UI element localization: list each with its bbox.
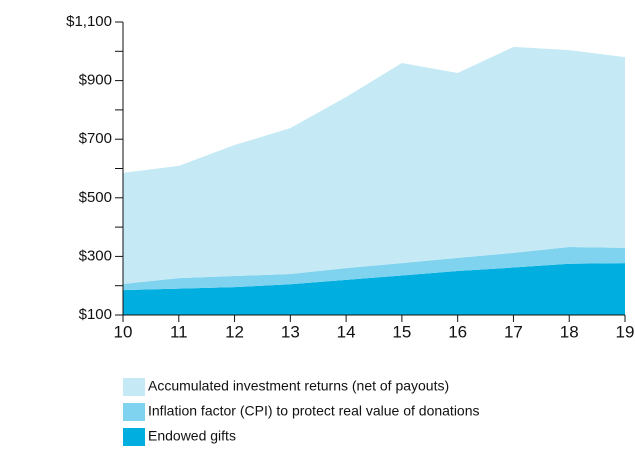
- legend-swatch: [123, 428, 145, 446]
- y-tick-label: $1,100: [66, 13, 112, 30]
- y-tick-label: $500: [79, 189, 112, 206]
- y-tick-label: $700: [79, 130, 112, 147]
- area: [123, 263, 625, 315]
- x-tick-label: 11: [170, 322, 188, 341]
- x-tick-label: 18: [560, 322, 579, 341]
- y-tick-label: $100: [79, 306, 112, 323]
- x-tick-label: 14: [337, 322, 356, 341]
- legend-label: Inflation factor (CPI) to protect real v…: [148, 403, 480, 419]
- legend-swatch: [123, 378, 145, 396]
- legend-label: Endowed gifts: [148, 428, 236, 444]
- area: [123, 46, 625, 284]
- legend-swatch: [123, 403, 145, 421]
- y-tick-label: $900: [79, 72, 112, 89]
- y-tick-label: $300: [79, 247, 112, 264]
- x-tick-label: 17: [504, 322, 523, 341]
- x-tick-label: 10: [114, 322, 133, 341]
- x-tick-label: 13: [281, 322, 300, 341]
- x-tick-label: 15: [392, 322, 411, 341]
- x-tick-label: 19: [616, 322, 635, 341]
- legend-label: Accumulated investment returns (net of p…: [148, 378, 449, 394]
- x-tick-label: 12: [225, 322, 244, 341]
- area: [123, 247, 625, 291]
- x-tick-label: 16: [448, 322, 467, 341]
